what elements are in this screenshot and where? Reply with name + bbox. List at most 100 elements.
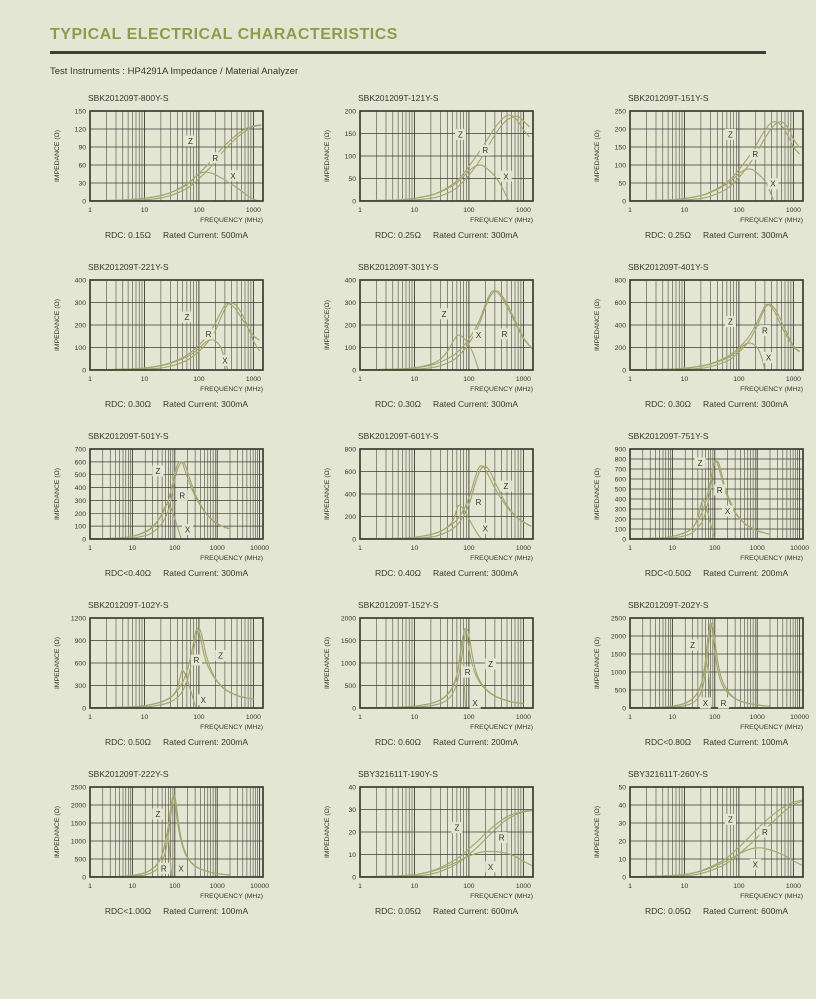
curve-label-box-Z xyxy=(152,465,164,477)
x-tick-label: 100 xyxy=(169,883,181,890)
rated-current-value: Rated Current: 600mA xyxy=(433,906,519,916)
y-tick-label: 2500 xyxy=(71,785,86,792)
curve-label-R: R xyxy=(212,154,218,163)
y-tick-label: 200 xyxy=(75,511,87,518)
y-tick-label: 0 xyxy=(352,875,356,882)
grid-lines-horizontal xyxy=(360,809,533,855)
x-tick-label: 1 xyxy=(358,714,362,721)
x-axis-label: FREQUENCY (MHz) xyxy=(470,893,533,900)
x-tick-label: 100 xyxy=(733,376,745,383)
chart-title: SBY321611T-260Y-S xyxy=(628,769,708,779)
x-tick-label: 100 xyxy=(709,714,721,721)
y-axis-label: IMPEDANCE (Ω) xyxy=(594,468,601,520)
rdc-value: RDC: 0.25Ω xyxy=(374,230,421,240)
curve-R xyxy=(89,461,231,540)
y-tick-label: 400 xyxy=(345,278,357,285)
x-tick-label: 100 xyxy=(463,714,475,721)
grid-lines-horizontal xyxy=(630,302,803,348)
curve-label-R: R xyxy=(179,491,185,500)
rdc-value: RDC: 0.25Ω xyxy=(644,230,691,240)
chart-caption: RDC: 0.25Ω Rated Current: 300mA xyxy=(320,230,545,240)
y-tick-label: 2000 xyxy=(611,634,626,641)
chart-canvas: Z X R 0 100 200 300 400 1 10 100 1000 FREQUENCY (MHz… xyxy=(324,278,534,393)
curve-R xyxy=(89,124,262,202)
curve-label-box-X xyxy=(219,355,231,366)
chart-title: SBK201209T-152Y-S xyxy=(358,600,439,610)
curve-label-box-Z xyxy=(725,128,736,140)
y-tick-label: 0 xyxy=(352,199,356,206)
curve-X xyxy=(89,503,182,540)
y-tick-label: 10 xyxy=(348,852,356,859)
x-tick-label: 1000 xyxy=(516,207,531,214)
curve-label-X: X xyxy=(766,354,772,363)
y-tick-label: 50 xyxy=(348,176,356,183)
chart-canvas: Z R X 0 30 60 90 120 150 1 10 100 1000 FREQUENCY (MHz… xyxy=(54,109,264,224)
curve-X xyxy=(629,847,804,878)
x-axis-label: FREQUENCY (MHz) xyxy=(470,386,533,393)
y-tick-label: 1000 xyxy=(341,661,356,668)
chart-canvas: Z R X 0 100 200 300 400 1 10 100 1000 FREQUENCY (MHz… xyxy=(54,278,264,393)
y-tick-label: 100 xyxy=(345,345,357,352)
curve-label-box-R xyxy=(749,148,761,160)
x-tick-label: 10 xyxy=(411,883,419,890)
x-axis-label: FREQUENCY (MHz) xyxy=(740,555,803,562)
x-axis-label: FREQUENCY (MHz) xyxy=(740,386,803,393)
y-axis-label: IMPEDANCE (Ω) xyxy=(594,130,601,182)
x-tick-label: 1 xyxy=(358,207,362,214)
x-tick-label: 100 xyxy=(733,207,745,214)
y-tick-label: 500 xyxy=(345,683,357,690)
header-rule xyxy=(50,51,766,54)
x-tick-label: 1 xyxy=(88,376,92,383)
curve-label-Z: Z xyxy=(442,310,447,319)
curve-label-box-Z xyxy=(687,639,699,651)
charts-grid: SBK201209T-800Y-S Z R X 0 30 60 90 120 150 1 10 100 1… xyxy=(50,93,809,916)
grid-lines-horizontal xyxy=(630,804,803,860)
y-tick-label: 200 xyxy=(615,127,627,134)
y-tick-label: 250 xyxy=(615,109,627,116)
y-tick-label: 40 xyxy=(618,803,626,810)
curve-R xyxy=(359,115,531,202)
curve-label-Z: Z xyxy=(698,459,703,468)
y-tick-label: 0 xyxy=(622,368,626,375)
rated-current-value: Rated Current: 300mA xyxy=(163,568,249,578)
rdc-value: RDC<0.80Ω xyxy=(644,737,692,747)
curve-label-X: X xyxy=(483,524,489,533)
curve-label-box-X xyxy=(485,861,497,873)
rated-current-value: Rated Current: 300mA xyxy=(433,568,519,578)
y-tick-label: 0 xyxy=(82,706,86,713)
curve-R xyxy=(629,121,801,202)
curve-label-box-X xyxy=(767,178,779,190)
rdc-value: RDC: 0.60Ω xyxy=(374,737,421,747)
chart-caption: RDC: 0.25Ω Rated Current: 300mA xyxy=(590,230,815,240)
curve-label-box-R xyxy=(176,489,188,501)
chart-caption: RDC: 0.40Ω Rated Current: 300mA xyxy=(320,568,545,578)
chart-caption: RDC: 0.15Ω Rated Current: 500mA xyxy=(50,230,275,240)
curve-R xyxy=(89,794,231,878)
y-tick-label: 700 xyxy=(75,447,87,454)
y-tick-label: 200 xyxy=(615,345,627,352)
curve-label-box-Z xyxy=(725,813,736,825)
rated-current-value: Rated Current: 200mA xyxy=(703,568,789,578)
y-tick-label: 400 xyxy=(75,485,87,492)
chart-canvas: Z R X 0 100 200 300 400 500 600 700 800 900 1 10 100 100… xyxy=(594,447,809,563)
y-tick-label: 1500 xyxy=(341,638,356,645)
y-tick-label: 150 xyxy=(75,109,87,116)
y-tick-label: 0 xyxy=(622,537,626,544)
y-tick-label: 300 xyxy=(75,498,87,505)
x-tick-label: 10000 xyxy=(250,883,269,890)
y-tick-label: 30 xyxy=(348,807,356,814)
chart-title: SBY321611T-190Y-S xyxy=(358,769,438,779)
chart-caption: RDC: 0.30Ω Rated Current: 300mA xyxy=(320,399,545,409)
x-tick-label: 100 xyxy=(709,545,721,552)
y-tick-label: 2000 xyxy=(341,616,356,623)
grid-lines-vertical xyxy=(642,618,801,708)
curve-Z xyxy=(89,124,262,202)
chart-canvas: Z X R 0 500 1000 1500 2000 2500 1 10 100 1000 10000 FR… xyxy=(594,616,809,732)
curve-label-R: R xyxy=(752,150,758,159)
curve-label-X: X xyxy=(770,180,776,189)
curve-label-box-X xyxy=(469,697,481,709)
curve-label-Z: Z xyxy=(155,467,160,476)
y-tick-label: 120 xyxy=(75,127,87,134)
plot-frame xyxy=(629,786,804,878)
x-tick-label: 1 xyxy=(358,376,362,383)
